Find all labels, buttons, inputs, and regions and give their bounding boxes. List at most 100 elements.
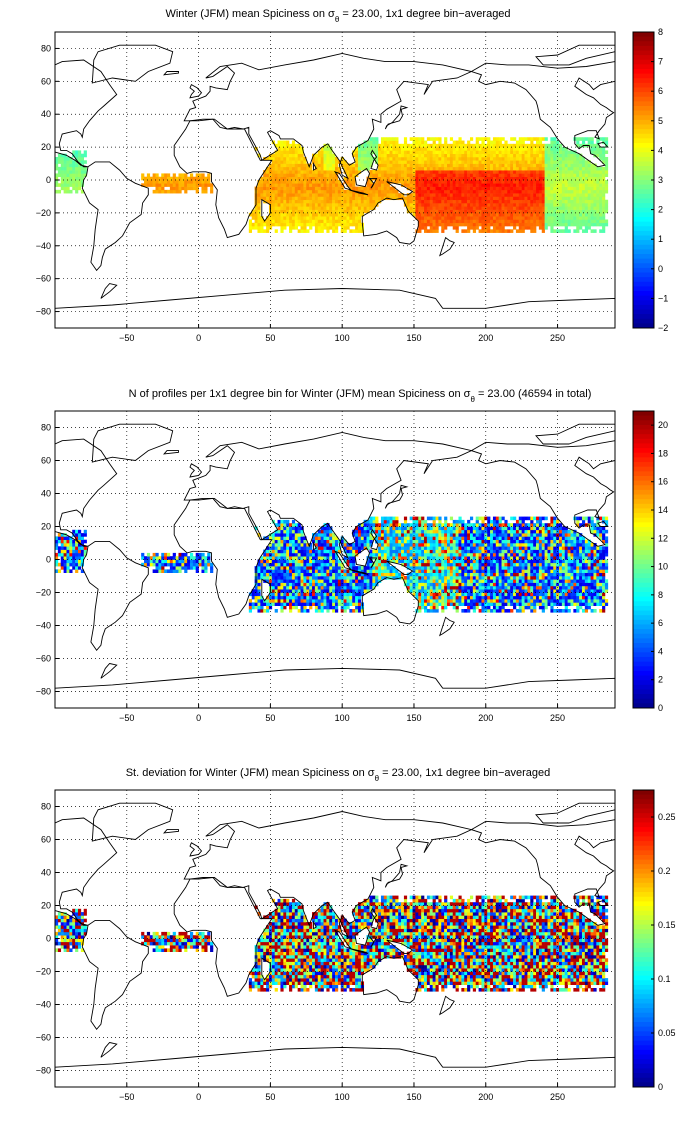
data-cells (55, 516, 609, 613)
colorbar-tick-label: 4 (658, 145, 663, 155)
colorbar: 0.25 0.2 0.15 0.1 0.05 0 (632, 789, 676, 1092)
y-tick-label: −40 (36, 1000, 51, 1010)
grid (55, 411, 615, 708)
colorbar-tick-label: 2 (658, 675, 663, 685)
y-tick-label: −20 (36, 967, 51, 977)
map-panel-count: N of profiles per 1x1 degree bin for Win… (36, 388, 668, 723)
colorbar-tick-label: 10 (658, 562, 668, 572)
colorbar-tick-label: 8 (658, 27, 663, 37)
colorbar-tick-label: 0 (658, 703, 663, 713)
map-panel-std: St. deviation for Winter (JFM) mean Spic… (36, 767, 676, 1102)
x-tick-label: 200 (478, 1092, 493, 1102)
colorbar-tick-label: 5 (658, 116, 663, 126)
x-tick-label: −50 (119, 333, 134, 343)
x-tick-label: 0 (196, 333, 201, 343)
x-tick-label: 50 (265, 713, 275, 723)
map-area (55, 790, 615, 1087)
y-tick-label: −20 (36, 208, 51, 218)
y-tick-label: −20 (36, 588, 51, 598)
data-cells (55, 137, 609, 233)
colorbar-tick-label: 1 (658, 234, 663, 244)
x-tick-label: 100 (335, 333, 350, 343)
colorbar: 8 7 6 5 4 3 2 1 0 −1 −2 (632, 27, 668, 333)
colorbar-tick-label: 7 (658, 57, 663, 67)
y-axis: 80 60 40 20 0 −20 −40 −60 −80 (36, 423, 59, 697)
x-tick-label: 250 (550, 1092, 565, 1102)
x-tick-label: 0 (196, 1092, 201, 1102)
map-area (55, 411, 615, 708)
x-tick-label: 150 (406, 713, 421, 723)
y-tick-label: 80 (41, 43, 51, 53)
colorbar-tick-label: 0.2 (658, 866, 671, 876)
x-tick-label: 250 (550, 713, 565, 723)
panel-title: St. deviation for Winter (JFM) mean Spic… (126, 767, 551, 783)
colorbar-tick-label: 20 (658, 420, 668, 430)
x-tick-label: 100 (335, 1092, 350, 1102)
x-axis: −50 0 50 100 150 200 250 (119, 324, 565, 343)
y-tick-label: 40 (41, 109, 51, 119)
grid (55, 790, 615, 1087)
colorbar-tick-label: 16 (658, 477, 668, 487)
colorbar-tick-label: 0.1 (658, 974, 671, 984)
y-tick-label: 60 (41, 456, 51, 466)
colorbar-tick-label: 18 (658, 448, 668, 458)
grid (55, 32, 615, 328)
colorbar-tick-label: 8 (658, 590, 663, 600)
y-tick-label: −40 (36, 621, 51, 631)
panel-title: N of profiles per 1x1 degree bin for Win… (129, 388, 592, 404)
y-tick-label: 40 (41, 868, 51, 878)
x-tick-label: 250 (550, 333, 565, 343)
colorbar-tick-label: −1 (658, 293, 668, 303)
colorbar-tick-label: 4 (658, 646, 663, 656)
y-tick-label: 40 (41, 489, 51, 499)
coastlines (55, 423, 615, 708)
x-tick-label: 200 (478, 333, 493, 343)
y-tick-label: 60 (41, 835, 51, 845)
y-tick-label: 0 (46, 555, 51, 565)
y-tick-label: 20 (41, 142, 51, 152)
colorbar-tick-label: 0.25 (658, 812, 676, 822)
map-panel-mean: Winter (JFM) mean Spiciness on σθ = 23.0… (36, 8, 669, 343)
colorbar-tick-label: 2 (658, 205, 663, 215)
coastlines (55, 44, 615, 328)
x-axis: −50 0 50 100 150 200 250 (119, 1083, 565, 1102)
y-tick-label: −60 (36, 1033, 51, 1043)
y-tick-label: −80 (36, 307, 51, 317)
x-tick-label: −50 (119, 713, 134, 723)
y-tick-label: 60 (41, 76, 51, 86)
colorbar-tick-label: 0 (658, 264, 663, 274)
y-tick-label: 0 (46, 175, 51, 185)
y-axis: 80 60 40 20 0 −20 −40 −60 −80 (36, 43, 59, 317)
map-area (55, 32, 615, 328)
x-tick-label: 50 (265, 333, 275, 343)
y-tick-label: −80 (36, 1066, 51, 1076)
x-tick-label: −50 (119, 1092, 134, 1102)
y-tick-label: 20 (41, 522, 51, 532)
y-tick-label: −60 (36, 654, 51, 664)
colorbar-tick-label: −2 (658, 323, 668, 333)
y-tick-label: 80 (41, 802, 51, 812)
coastlines (55, 802, 615, 1087)
y-tick-label: 80 (41, 423, 51, 433)
x-tick-label: 150 (406, 1092, 421, 1102)
y-tick-label: 20 (41, 901, 51, 911)
x-tick-label: 200 (478, 713, 493, 723)
y-tick-label: 0 (46, 934, 51, 944)
colorbar-tick-label: 0.15 (658, 920, 676, 930)
colorbar-tick-label: 0.05 (658, 1028, 676, 1038)
x-axis: −50 0 50 100 150 200 250 (119, 704, 565, 723)
colorbar-tick-label: 3 (658, 175, 663, 185)
y-tick-label: −60 (36, 274, 51, 284)
x-tick-label: 50 (265, 1092, 275, 1102)
colorbar-tick-label: 12 (658, 533, 668, 543)
colorbar-tick-label: 0 (658, 1082, 663, 1092)
colorbar-tick-label: 6 (658, 86, 663, 96)
x-tick-label: 100 (335, 713, 350, 723)
panel-title: Winter (JFM) mean Spiciness on σθ = 23.0… (165, 8, 510, 24)
colorbar-tick-label: 14 (658, 505, 668, 515)
y-tick-label: −40 (36, 241, 51, 251)
colorbar-tick-label: 6 (658, 618, 663, 628)
x-tick-label: 150 (406, 333, 421, 343)
